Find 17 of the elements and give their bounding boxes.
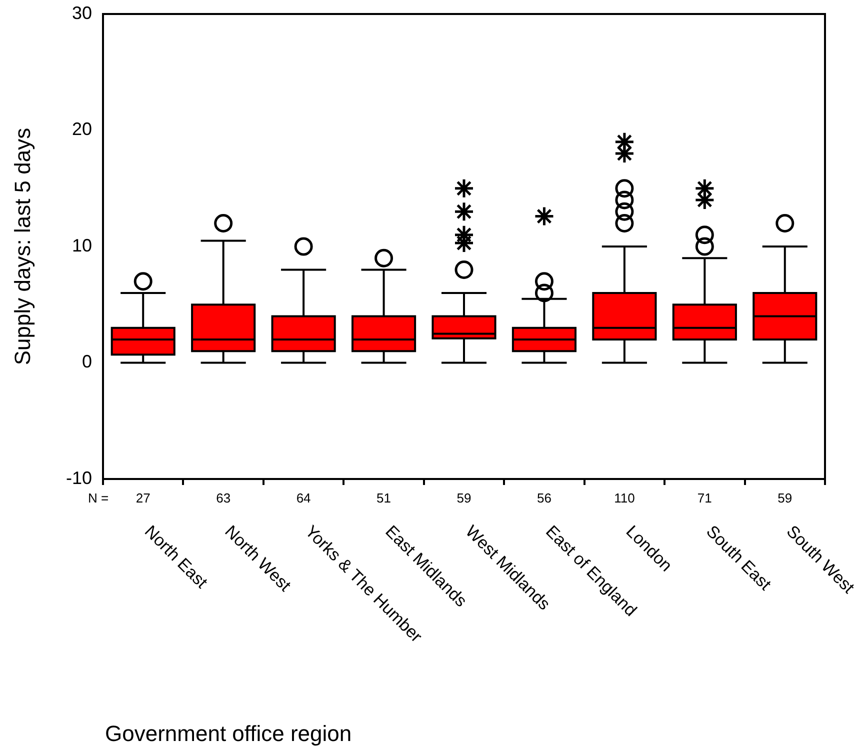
text: 59	[778, 490, 792, 506]
y-tick-label: -10	[66, 468, 92, 488]
text: 110	[614, 490, 635, 506]
text: 64	[296, 490, 311, 506]
text: N =	[88, 490, 109, 506]
y-tick-label: 20	[72, 119, 92, 140]
text: 59	[456, 490, 472, 506]
x-axis-title: Government office region	[105, 721, 352, 746]
y-tick-label: 30	[72, 2, 92, 23]
text: 71	[697, 490, 712, 506]
text: 56	[536, 490, 552, 506]
text: 27	[136, 490, 150, 506]
text: 51	[376, 490, 392, 506]
y-axis-title: Supply days: last 5 days	[10, 128, 36, 366]
y-tick-label: 10	[72, 235, 92, 256]
y-tick-label: 0	[82, 352, 92, 372]
text: 63	[216, 490, 231, 506]
